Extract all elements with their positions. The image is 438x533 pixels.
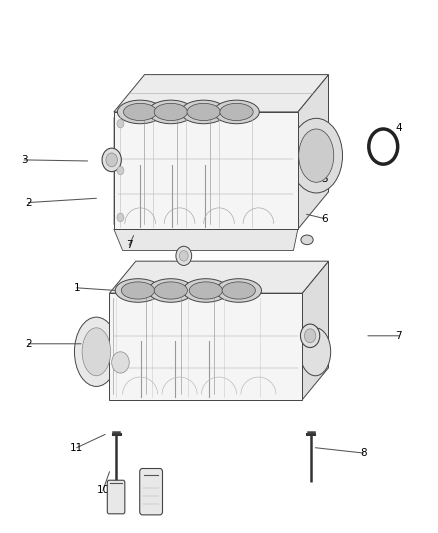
Text: 2: 2: [25, 339, 32, 349]
Text: 3: 3: [21, 155, 28, 165]
Text: 1: 1: [73, 283, 80, 293]
Circle shape: [117, 213, 124, 222]
Ellipse shape: [214, 100, 259, 124]
Circle shape: [117, 119, 124, 128]
Ellipse shape: [154, 282, 187, 299]
Text: 5: 5: [321, 174, 328, 183]
Ellipse shape: [154, 103, 187, 120]
Ellipse shape: [300, 328, 331, 376]
Ellipse shape: [187, 103, 220, 120]
Ellipse shape: [301, 235, 313, 245]
Polygon shape: [114, 75, 328, 112]
Ellipse shape: [299, 129, 334, 182]
Circle shape: [180, 251, 188, 261]
Text: 4: 4: [395, 123, 402, 133]
Ellipse shape: [148, 279, 194, 302]
Polygon shape: [114, 229, 298, 251]
Ellipse shape: [121, 282, 155, 299]
Text: 10: 10: [96, 486, 110, 495]
Ellipse shape: [222, 282, 255, 299]
Text: 7: 7: [126, 240, 133, 250]
Text: 11: 11: [70, 443, 83, 453]
Ellipse shape: [82, 328, 110, 376]
Circle shape: [304, 329, 316, 343]
Ellipse shape: [181, 100, 226, 124]
Polygon shape: [110, 261, 328, 293]
Ellipse shape: [183, 279, 229, 302]
FancyBboxPatch shape: [107, 480, 125, 514]
Ellipse shape: [189, 282, 223, 299]
Circle shape: [300, 324, 320, 348]
Text: 9: 9: [145, 491, 152, 500]
Text: 8: 8: [360, 448, 367, 458]
Circle shape: [106, 153, 117, 167]
Text: 6: 6: [321, 214, 328, 223]
Polygon shape: [302, 261, 328, 400]
Text: 2: 2: [25, 198, 32, 207]
Bar: [110, 293, 302, 400]
Circle shape: [117, 166, 124, 175]
Ellipse shape: [117, 100, 163, 124]
Ellipse shape: [290, 118, 343, 193]
Bar: [114, 112, 298, 229]
Ellipse shape: [115, 279, 161, 302]
Polygon shape: [298, 75, 328, 229]
Circle shape: [112, 352, 129, 373]
FancyBboxPatch shape: [140, 469, 162, 515]
Text: 7: 7: [395, 331, 402, 341]
Circle shape: [102, 148, 121, 172]
Ellipse shape: [220, 103, 253, 120]
Ellipse shape: [74, 317, 118, 386]
Ellipse shape: [148, 100, 194, 124]
Ellipse shape: [216, 279, 261, 302]
Circle shape: [176, 246, 192, 265]
Ellipse shape: [124, 103, 157, 120]
